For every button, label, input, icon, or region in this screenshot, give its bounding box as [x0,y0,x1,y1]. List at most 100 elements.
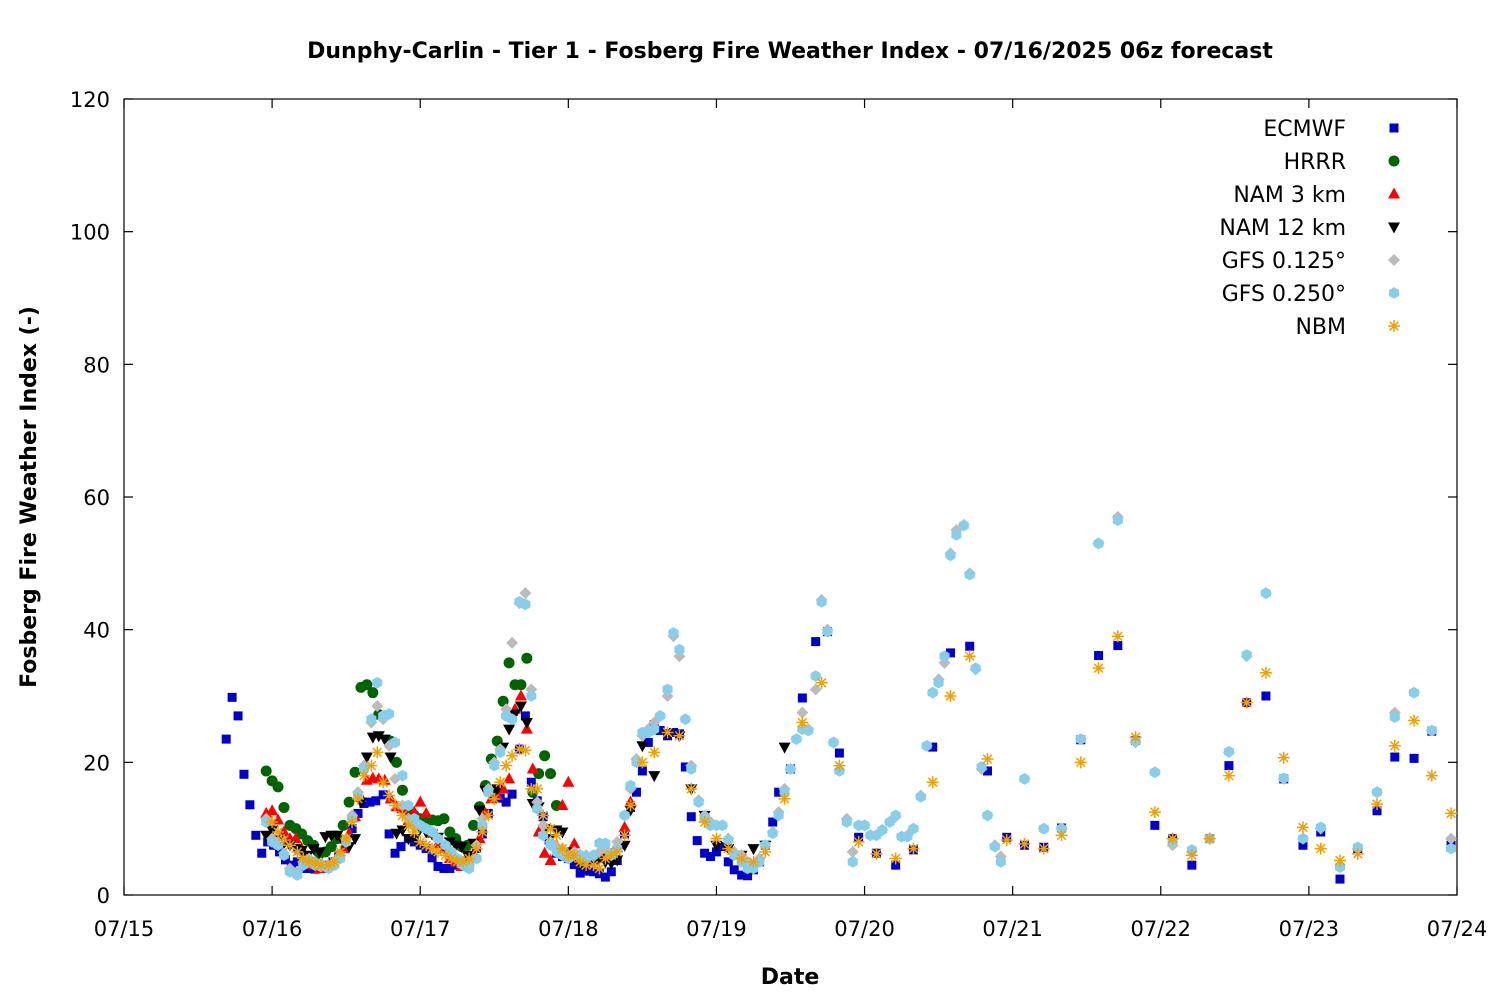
point-nam-12-km [509,709,522,721]
point-gfs-0-250 [403,799,414,812]
x-tick-label: 07/18 [538,917,599,941]
point-nam-12-km [747,844,760,856]
point-gfs-0-250 [970,662,981,674]
point-ecmwf [1187,860,1197,870]
point-ecmwf [227,692,237,702]
point-ecmwf [680,762,690,772]
point-nbm [297,852,310,865]
point-nbm [587,859,600,872]
point-nbm [1259,666,1272,679]
point-nbm [420,839,433,852]
x-axis-label: Date [761,965,820,990]
legend-label: GFS 0.125° [1222,249,1346,274]
point-hrrr [503,657,515,669]
point-ecmwf [233,711,243,721]
point-gfs-0-250 [847,856,858,868]
legend-marker [1388,187,1400,199]
point-nbm [537,809,550,822]
legend-label: NBM [1295,315,1346,340]
point-nam-12-km [556,827,569,839]
point-ecmwf [928,742,938,752]
x-tick-label: 07/19 [686,917,747,941]
point-ecmwf [706,852,716,862]
point-nbm [1074,756,1087,769]
point-nbm [944,690,957,702]
point-nbm [963,650,976,663]
point-nbm [334,845,347,858]
point-nbm [747,855,760,868]
point-nbm [778,792,791,805]
legend-marker [1388,254,1400,266]
point-nbm [426,842,439,855]
point-gfs-0-250 [908,822,919,835]
series-layer [221,510,1458,884]
y-tick-label: 100 [70,221,110,245]
y-tick-label: 20 [83,751,110,775]
point-nbm [833,759,846,772]
point-gfs-0-250 [693,796,704,808]
point-nam-3-km [526,762,539,774]
point-nam-12-km [372,731,385,743]
point-nbm [1203,832,1216,845]
point-nbm [383,789,396,802]
point-gfs-0-250 [1409,686,1420,699]
point-hrrr [272,781,284,793]
point-nam-12-km [360,752,373,764]
point-gfs-0-250 [655,710,666,722]
legend-item-gfs-0-250: GFS 0.250° [1222,282,1400,307]
point-gfs-0-250 [841,816,852,828]
legend-marker [1388,155,1400,167]
point-nam-12-km [636,741,649,753]
legend-marker [1388,287,1400,299]
point-nbm [1277,751,1290,764]
point-nbm [513,743,526,756]
point-nam-12-km [313,847,326,859]
point-gfs-0-250 [791,733,802,745]
point-gfs-0-250 [933,676,944,689]
point-gfs-0-250 [939,650,950,662]
point-ecmwf [637,766,647,776]
legend-item-nam-3-km: NAM 3 km [1233,183,1400,208]
point-nbm [1408,714,1421,727]
series-nbm [266,630,1458,875]
point-ecmwf [723,857,733,867]
point-ecmwf [717,842,727,852]
point-nbm [500,759,513,772]
point-nbm [1000,833,1013,846]
point-gfs-0-250 [384,708,395,720]
y-tick-label: 40 [83,619,110,643]
point-ecmwf [353,808,363,818]
point-gfs-0-250 [1315,821,1326,834]
point-hrrr [278,801,290,813]
point-nbm [328,855,341,868]
x-tick-label: 07/16 [242,917,303,941]
point-nbm [852,835,865,848]
point-ecmwf [774,787,784,797]
point-nbm [636,756,649,769]
y-tick-label: 120 [70,88,110,112]
point-nbm [1351,847,1364,860]
point-nam-12-km [331,830,344,842]
point-ecmwf [1150,820,1160,830]
point-gfs-0-250 [945,549,956,562]
point-nam-12-km [514,701,527,713]
point-gfs-0-250 [828,736,839,749]
point-gfs-0-250 [495,746,506,759]
point-nbm [544,822,557,835]
point-gfs-0-250 [372,676,383,689]
y-axis-label: Fosberg Fire Weather Index (-) [17,306,42,688]
point-gfs-0-125 [796,706,809,719]
point-ecmwf [1372,806,1382,816]
point-nam-12-km [778,742,791,754]
point-nbm [568,849,581,862]
point-gfs-0-250 [717,819,728,832]
point-nam-3-km [538,846,551,858]
point-gfs-0-250 [1056,822,1067,835]
point-ecmwf [606,867,616,877]
point-gfs-0-250 [1426,724,1437,737]
point-hrrr [391,756,403,768]
x-tick-label: 07/23 [1279,917,1340,941]
point-gfs-0-250 [1149,766,1160,779]
point-nbm [574,855,587,868]
point-nbm [506,749,519,762]
